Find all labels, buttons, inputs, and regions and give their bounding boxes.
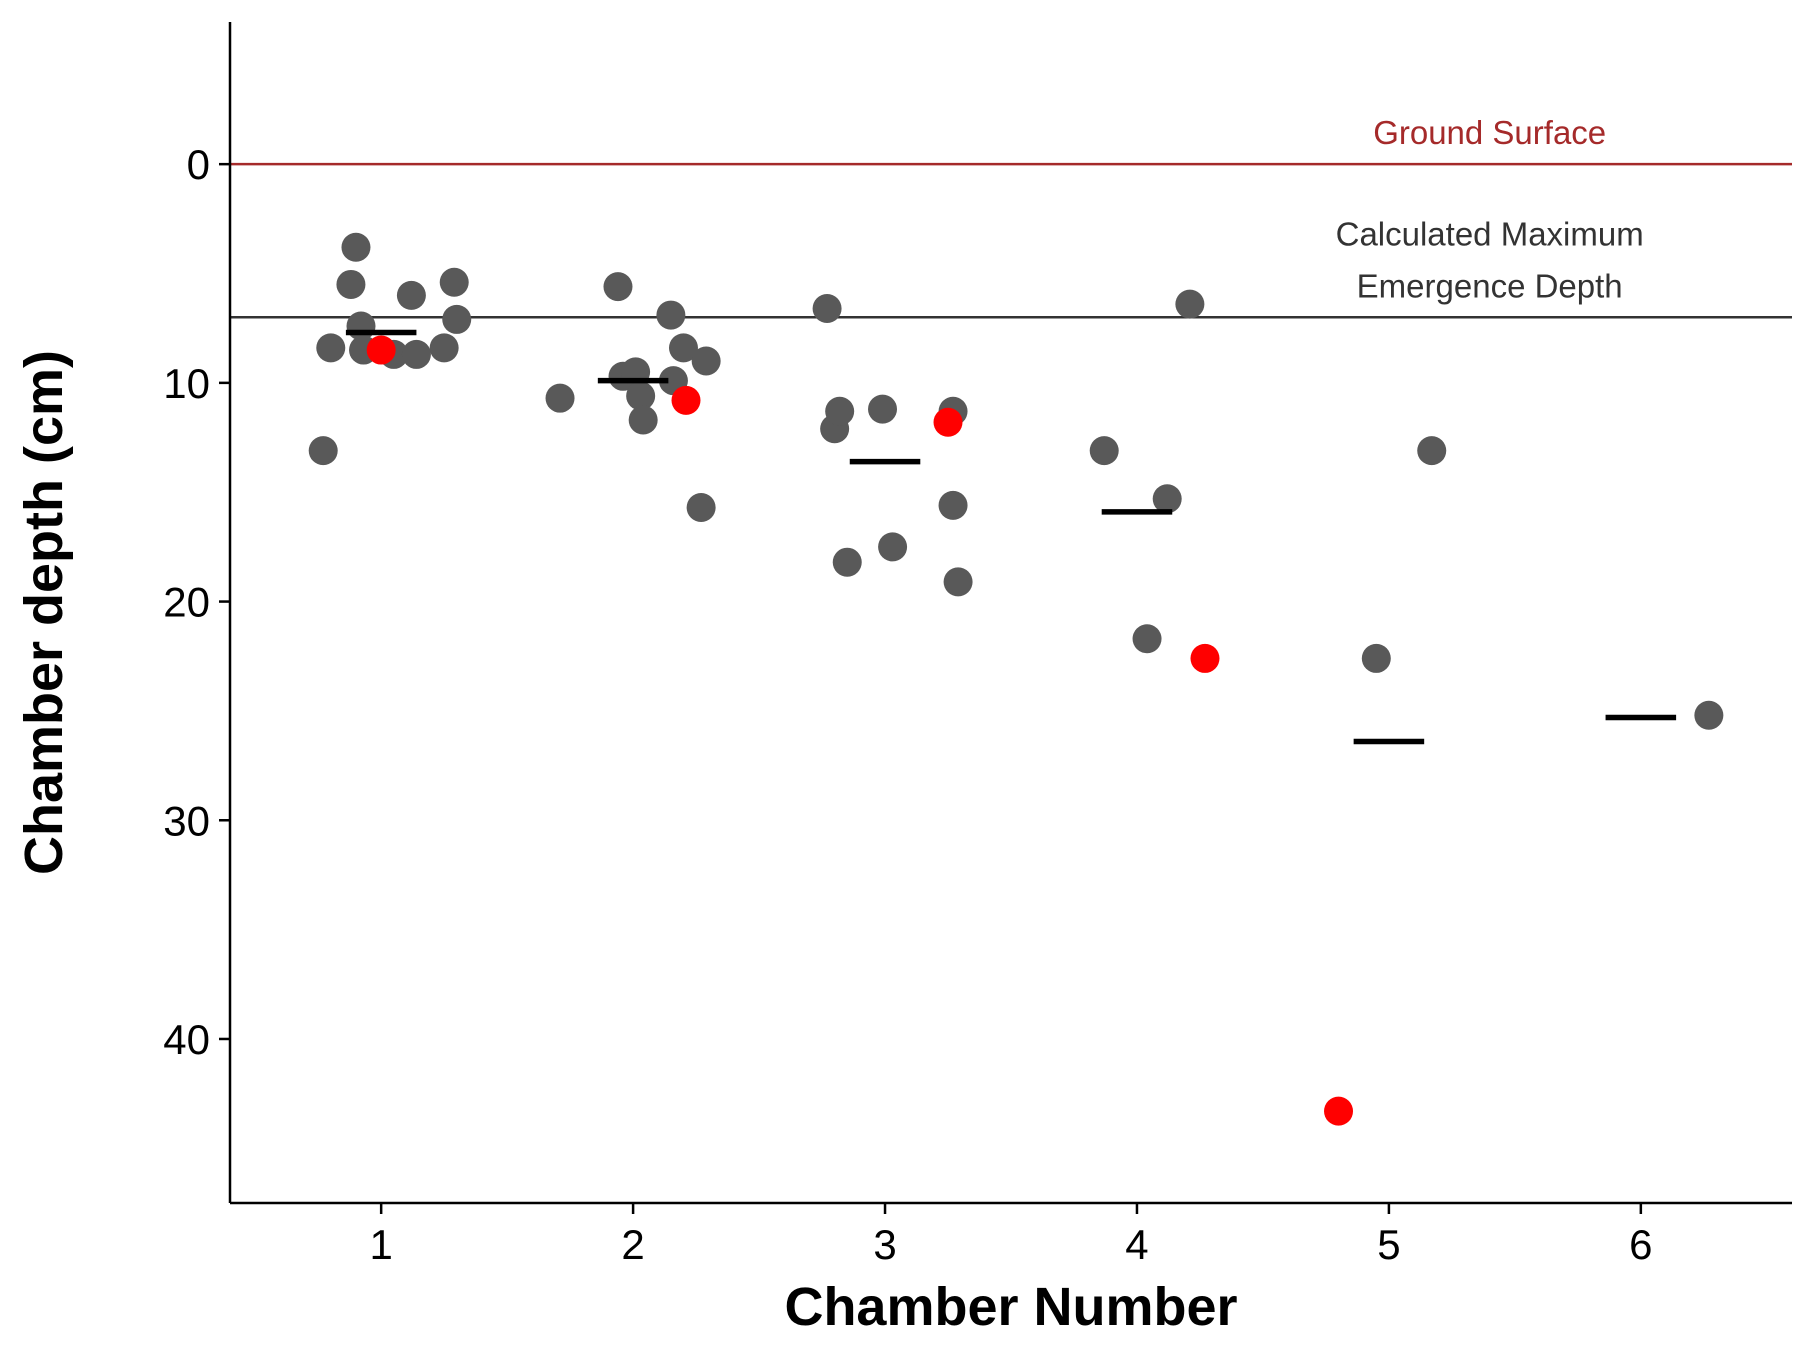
- data-point: [626, 381, 656, 411]
- data-point: [442, 304, 472, 334]
- y-tick-label: 0: [187, 141, 210, 188]
- reference-line-label: Ground Surface: [1373, 114, 1606, 151]
- data-point: [1694, 700, 1724, 730]
- data-point: [603, 272, 633, 302]
- data-point: [868, 394, 898, 424]
- data-point: [401, 339, 431, 369]
- data-point: [545, 383, 575, 413]
- highlighted-point: [1190, 643, 1220, 673]
- data-point: [316, 333, 346, 363]
- x-tick-label: 2: [621, 1221, 644, 1268]
- data-point: [1089, 436, 1119, 466]
- y-tick-label: 30: [163, 797, 210, 844]
- data-point: [825, 396, 855, 426]
- data-point: [308, 436, 338, 466]
- x-tick-label: 6: [1629, 1221, 1652, 1268]
- highlighted-point: [933, 407, 963, 437]
- x-tick-label: 3: [873, 1221, 896, 1268]
- data-point: [668, 333, 698, 363]
- x-tick-label: 5: [1377, 1221, 1400, 1268]
- data-point: [686, 493, 716, 523]
- data-point: [832, 547, 862, 577]
- x-axis-title: Chamber Number: [784, 1277, 1237, 1337]
- data-point: [336, 269, 366, 299]
- data-point: [812, 294, 842, 324]
- data-point: [878, 532, 908, 562]
- data-point: [341, 232, 371, 262]
- data-point: [943, 567, 973, 597]
- highlighted-point: [671, 385, 701, 415]
- reference-line-label: Calculated Maximum: [1336, 215, 1644, 252]
- data-point: [1152, 484, 1182, 514]
- reference-line-label: Emergence Depth: [1357, 267, 1623, 304]
- data-point: [691, 346, 721, 376]
- y-tick-label: 10: [163, 360, 210, 407]
- highlighted-point: [1324, 1096, 1354, 1126]
- data-point: [439, 267, 469, 297]
- y-axis-title: Chamber depth (cm): [14, 350, 74, 875]
- x-tick-label: 1: [369, 1221, 392, 1268]
- data-point: [628, 405, 658, 435]
- data-point: [1361, 643, 1391, 673]
- data-point: [1175, 289, 1205, 319]
- y-tick-label: 20: [163, 579, 210, 626]
- data-point: [656, 300, 686, 330]
- data-point: [1132, 624, 1162, 654]
- data-point: [938, 490, 968, 520]
- y-tick-label: 40: [163, 1016, 210, 1063]
- highlighted-point: [366, 335, 396, 365]
- data-point: [429, 333, 459, 363]
- data-point: [396, 280, 426, 310]
- data-point: [1417, 436, 1447, 466]
- x-tick-label: 4: [1125, 1221, 1148, 1268]
